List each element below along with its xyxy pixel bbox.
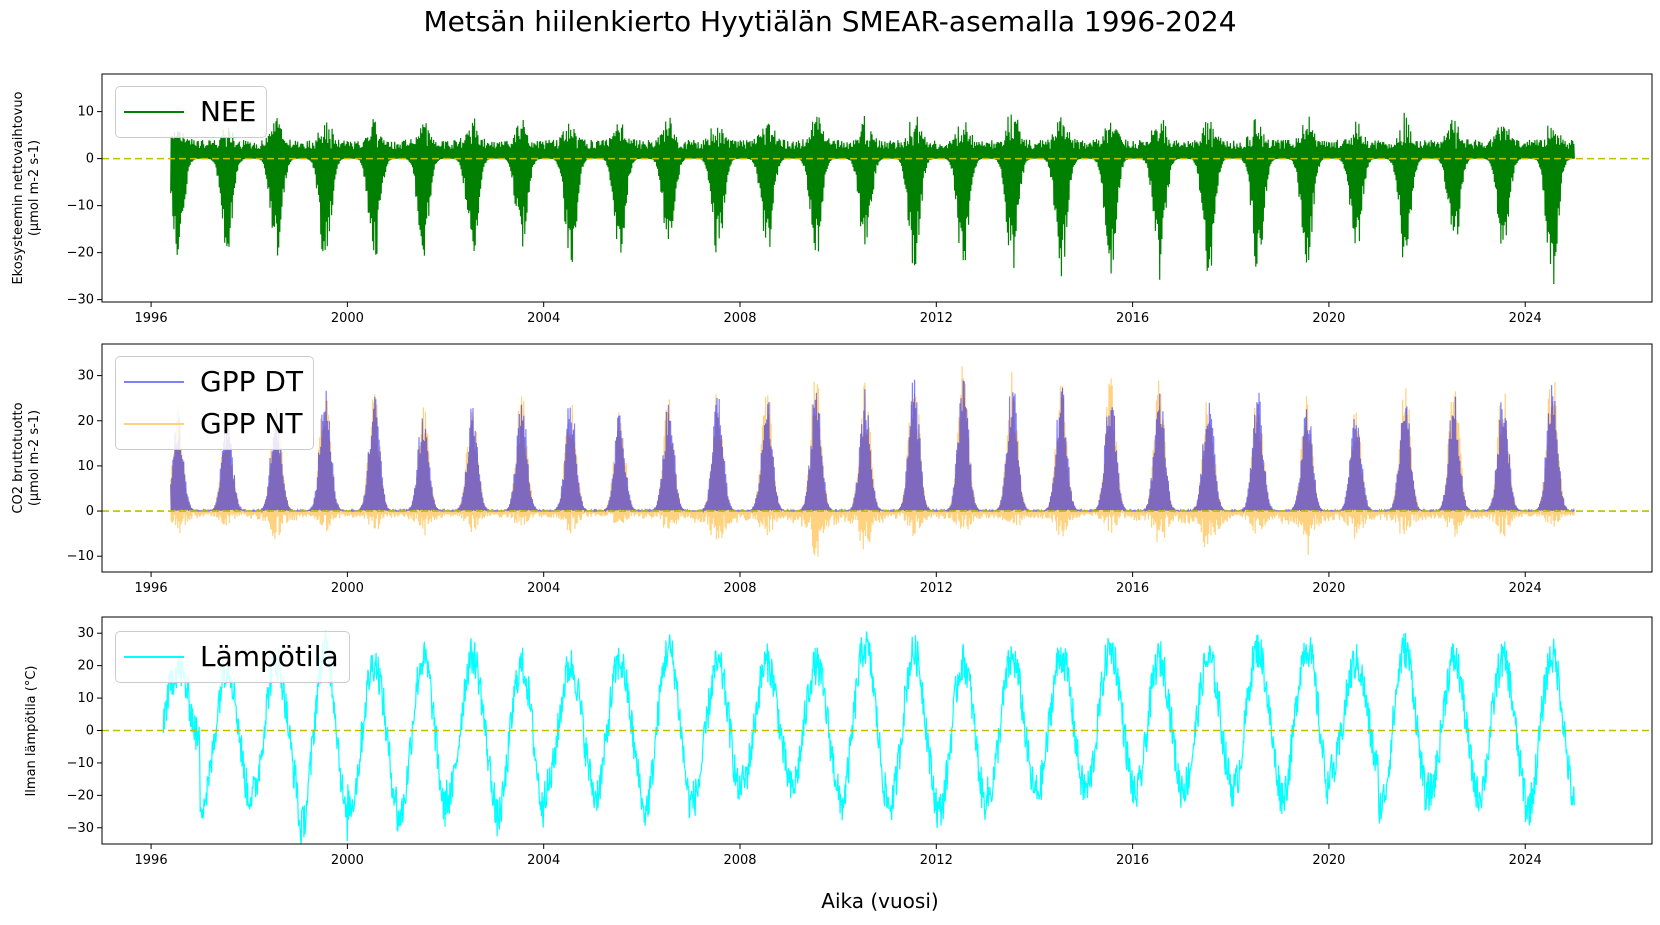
y-tick-label: −30 xyxy=(67,821,94,836)
legend-entry: GPP NT xyxy=(124,403,303,445)
y-tick-label: 10 xyxy=(77,459,94,474)
x-tick-label: 2008 xyxy=(723,853,756,868)
y-tick-label: −30 xyxy=(67,293,94,308)
legend-label: GPP DT xyxy=(200,365,304,398)
legend-entry: Lämpötila xyxy=(124,636,339,678)
y-tick-label: −10 xyxy=(67,756,94,771)
legend-line-swatch xyxy=(124,111,184,113)
legend-label: Lämpötila xyxy=(200,640,339,673)
x-axis-label: Aika (vuosi) xyxy=(821,889,939,913)
chart-title: Metsän hiilenkierto Hyytiälän SMEAR-asem… xyxy=(423,5,1237,38)
x-tick-label: 2024 xyxy=(1509,581,1542,596)
x-tick-label: 2000 xyxy=(331,581,364,596)
legend-label: GPP NT xyxy=(200,407,303,440)
y-tick-label: 30 xyxy=(77,626,94,641)
x-tick-label: 2016 xyxy=(1116,581,1149,596)
y-tick-label: 30 xyxy=(77,369,94,384)
y-tick-label: 0 xyxy=(86,152,94,167)
x-tick-label: 2020 xyxy=(1312,311,1345,326)
legend-nee: NEE xyxy=(115,86,268,138)
series-temperature-line xyxy=(162,630,1575,844)
y-tick-label: 0 xyxy=(86,724,94,739)
panel-2: −30 −20 −10 0 10 20 30 1996 2000 2004 2008 2012 2016… xyxy=(67,616,1653,868)
x-tick-label: 1996 xyxy=(135,853,168,868)
legend-label: NEE xyxy=(200,95,257,128)
plot-area xyxy=(102,112,1652,285)
x-tick-label: 2004 xyxy=(527,581,560,596)
legend-entry: GPP DT xyxy=(124,361,303,403)
plot-area xyxy=(102,630,1652,844)
x-tick-label: 2012 xyxy=(920,853,953,868)
legend-line-swatch xyxy=(124,423,184,425)
y-axis-label-nee: Ekosysteemin nettovaihtovuo (µmol m-2 s-1… xyxy=(11,38,43,338)
plot-area xyxy=(102,366,1652,557)
series-nee-line xyxy=(170,112,1575,285)
panel-0: −30 −20 −10 0 10 1996 2000 2004 2008 2012 2016 2020… xyxy=(67,73,1653,326)
x-tick-label: 2012 xyxy=(920,581,953,596)
y-axis-label-line: Ilman lämpötila (°C) xyxy=(24,664,39,797)
axes-frame xyxy=(101,73,1653,303)
panel-1: −10 0 10 20 30 1996 2000 2004 2008 2012 2016 2020 20… xyxy=(67,343,1653,596)
y-tick-label: 10 xyxy=(77,105,94,120)
x-tick-label: 2016 xyxy=(1116,311,1149,326)
x-tick-label: 1996 xyxy=(135,311,168,326)
x-tick-label: 1996 xyxy=(135,581,168,596)
x-tick-label: 2000 xyxy=(331,311,364,326)
x-tick-label: 2008 xyxy=(723,581,756,596)
y-tick-label: 0 xyxy=(86,504,94,519)
legend-line-swatch xyxy=(124,656,184,658)
x-tick-label: 2016 xyxy=(1116,853,1149,868)
legend-entry: NEE xyxy=(124,91,256,133)
y-axis-label-line: (µmol m-2 s-1) xyxy=(27,409,42,507)
y-tick-label: 10 xyxy=(77,691,94,706)
series-gpp-dt-line xyxy=(170,379,1575,514)
y-tick-label: 20 xyxy=(77,659,94,674)
x-tick-label: 2012 xyxy=(920,311,953,326)
y-tick-label: 20 xyxy=(77,414,94,429)
x-tick-label: 2008 xyxy=(723,311,756,326)
x-tick-label: 2020 xyxy=(1312,853,1345,868)
y-axis-label-line: Ekosysteemin nettovaihtovuo xyxy=(11,91,26,285)
y-axis-label-temperature: Ilman lämpötila (°C) xyxy=(24,581,40,881)
y-tick-label: −20 xyxy=(67,246,94,261)
y-axis-label-line: CO2 bruttotuotto xyxy=(11,402,26,514)
y-tick-label: −10 xyxy=(67,549,94,564)
legend-temperature: Lämpötila xyxy=(115,631,350,683)
y-tick-label: −20 xyxy=(67,788,94,803)
y-axis-label-gpp: CO2 bruttotuotto (µmol m-2 s-1) xyxy=(11,308,43,608)
x-tick-label: 2000 xyxy=(331,853,364,868)
x-tick-label: 2004 xyxy=(527,311,560,326)
series-gpp-nt-line xyxy=(170,366,1575,557)
y-axis-label-line: (µmol m-2 s-1) xyxy=(27,139,42,237)
y-tick-label: −10 xyxy=(67,199,94,214)
x-tick-label: 2020 xyxy=(1312,581,1345,596)
x-tick-label: 2004 xyxy=(527,853,560,868)
legend-line-swatch xyxy=(124,381,184,383)
x-tick-label: 2024 xyxy=(1509,853,1542,868)
axes-frame xyxy=(101,343,1653,573)
legend-gpp: GPP DT GPP NT xyxy=(115,356,315,450)
axes-frame xyxy=(101,616,1653,845)
x-tick-label: 2024 xyxy=(1509,311,1542,326)
